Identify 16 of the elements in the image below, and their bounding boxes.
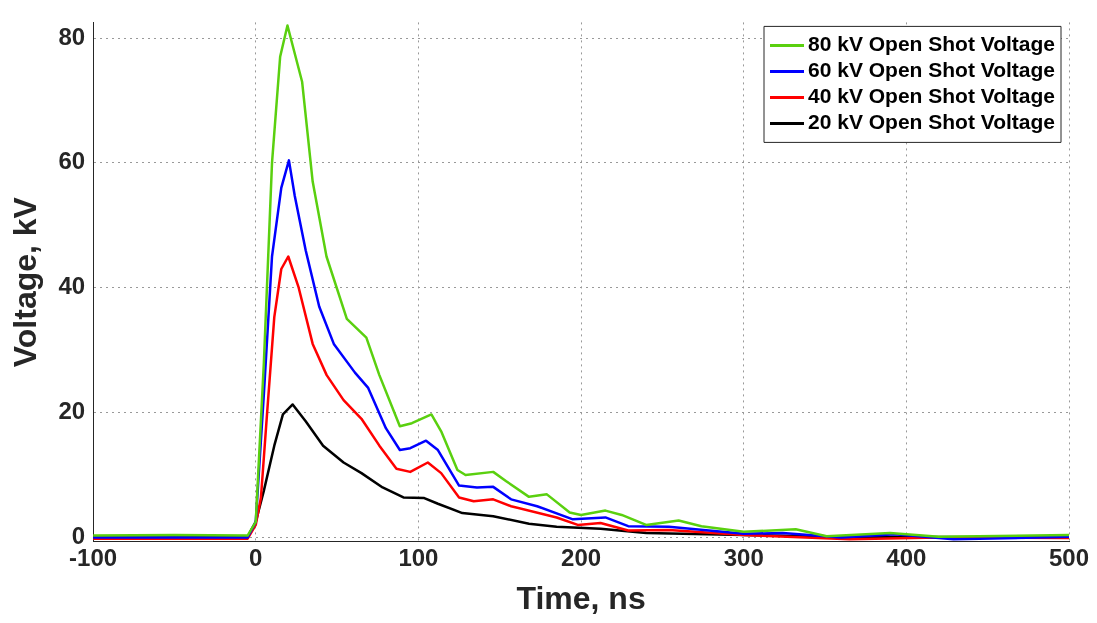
y-tick-label: 20 <box>58 397 86 425</box>
y-tick-label: 60 <box>58 147 86 175</box>
legend-label: 40 kV Open Shot Voltage <box>808 84 1055 108</box>
x-tick-label: 0 <box>249 543 263 571</box>
x-tick-label: 200 <box>561 543 602 571</box>
y-tick-label: 40 <box>58 272 86 300</box>
x-tick-label: 500 <box>1048 543 1090 571</box>
legend-label: 20 kV Open Shot Voltage <box>808 110 1055 134</box>
y-tick-label: 80 <box>58 22 86 50</box>
x-tick-label: 400 <box>886 543 927 571</box>
y-axis-title: Voltage, kV <box>7 196 44 368</box>
legend-label: 80 kV Open Shot Voltage <box>808 32 1055 56</box>
x-tick-label: 300 <box>723 543 764 571</box>
x-tick-label: 100 <box>398 543 439 571</box>
x-axis-title: Time, ns <box>516 579 646 616</box>
legend-label: 60 kV Open Shot Voltage <box>808 58 1055 82</box>
